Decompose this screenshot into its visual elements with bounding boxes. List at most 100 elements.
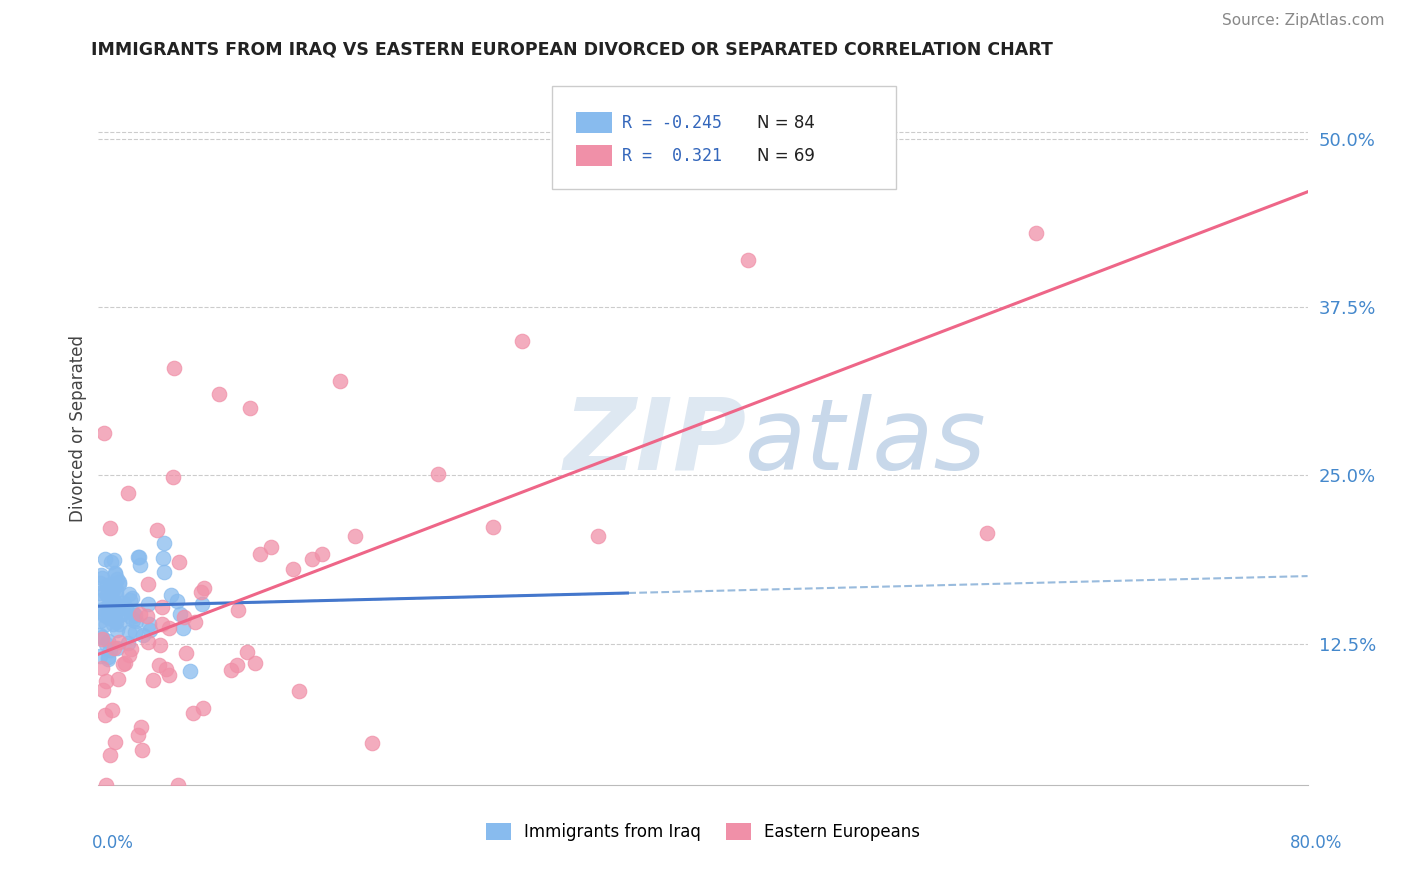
Point (219, 663, 242, 677)
Point (179, 664, 201, 678)
Point (259, 540, 281, 554)
Point (142, 673, 165, 687)
Point (228, 603, 250, 617)
Point (90, 593, 112, 607)
Point (97, 606, 120, 620)
Text: R =  0.321: R = 0.321 (621, 146, 723, 164)
Point (100, 603, 122, 617)
Point (146, 523, 169, 537)
Point (93, 608, 115, 623)
Point (148, 657, 170, 672)
Point (100, 583, 122, 598)
Point (249, 547, 271, 561)
Point (101, 583, 124, 598)
Point (107, 575, 129, 590)
Point (150, 617, 173, 632)
Point (344, 529, 367, 543)
Point (117, 485, 139, 500)
Point (162, 469, 184, 483)
Point (136, 597, 159, 611)
Point (136, 576, 159, 591)
Point (173, 610, 195, 624)
Point (107, 673, 129, 687)
Text: N = 84: N = 84 (758, 114, 815, 132)
Point (208, 387, 231, 401)
Point (94, 636, 117, 650)
Point (243, 656, 266, 670)
Point (120, 642, 142, 657)
Point (288, 684, 311, 698)
Point (167, 555, 190, 569)
Point (153, 565, 176, 579)
Point (97, 650, 120, 665)
Point (118, 648, 141, 663)
Text: ZIP: ZIP (564, 394, 747, 491)
Point (103, 640, 125, 655)
Point (311, 547, 333, 561)
Point (94, 673, 117, 688)
Point (131, 743, 153, 757)
Point (152, 536, 174, 550)
Point (101, 577, 124, 591)
Point (98, 643, 121, 657)
Point (114, 601, 136, 615)
Point (117, 636, 139, 650)
Point (163, 360, 186, 375)
Point (91, 571, 114, 585)
Point (91, 682, 114, 697)
Point (97, 634, 120, 648)
Point (138, 617, 160, 632)
Point (105, 623, 128, 637)
Point (96, 778, 118, 792)
Point (108, 600, 131, 615)
Point (94, 616, 117, 631)
Point (121, 591, 143, 606)
Text: 80.0%: 80.0% (1291, 834, 1343, 852)
Point (105, 572, 128, 586)
Point (136, 634, 159, 648)
Point (129, 720, 152, 734)
Point (91, 605, 114, 619)
Point (105, 640, 128, 655)
Point (169, 607, 191, 622)
Point (101, 616, 124, 631)
Point (97, 611, 120, 625)
Point (149, 639, 172, 653)
Point (125, 614, 148, 628)
Point (482, 520, 505, 534)
Point (98, 597, 121, 611)
Bar (576, 112, 613, 134)
Point (128, 558, 150, 572)
Point (104, 578, 127, 592)
Text: Source: ZipAtlas.com: Source: ZipAtlas.com (1222, 13, 1385, 29)
Point (98, 521, 121, 535)
Point (89, 614, 111, 628)
Point (122, 606, 145, 620)
Point (110, 607, 132, 622)
Point (89, 576, 111, 591)
Point (737, 252, 759, 267)
Point (112, 657, 135, 671)
Point (191, 598, 214, 612)
Y-axis label: Divorced or Separated: Divorced or Separated (69, 334, 87, 522)
Point (94, 551, 117, 566)
Point (89, 628, 111, 642)
Point (104, 583, 127, 598)
Point (103, 594, 125, 608)
Bar (576, 145, 613, 166)
Point (107, 616, 129, 631)
Point (129, 607, 152, 621)
Point (174, 647, 197, 661)
Text: atlas: atlas (745, 394, 987, 491)
Text: R = -0.245: R = -0.245 (621, 114, 723, 132)
Text: N = 69: N = 69 (758, 146, 815, 164)
Point (166, 593, 188, 607)
Point (105, 604, 128, 618)
Point (172, 621, 194, 635)
Point (89, 585, 111, 599)
Point (111, 596, 134, 610)
Point (104, 566, 127, 581)
Point (281, 562, 304, 576)
Point (103, 553, 125, 567)
Point (157, 621, 180, 635)
